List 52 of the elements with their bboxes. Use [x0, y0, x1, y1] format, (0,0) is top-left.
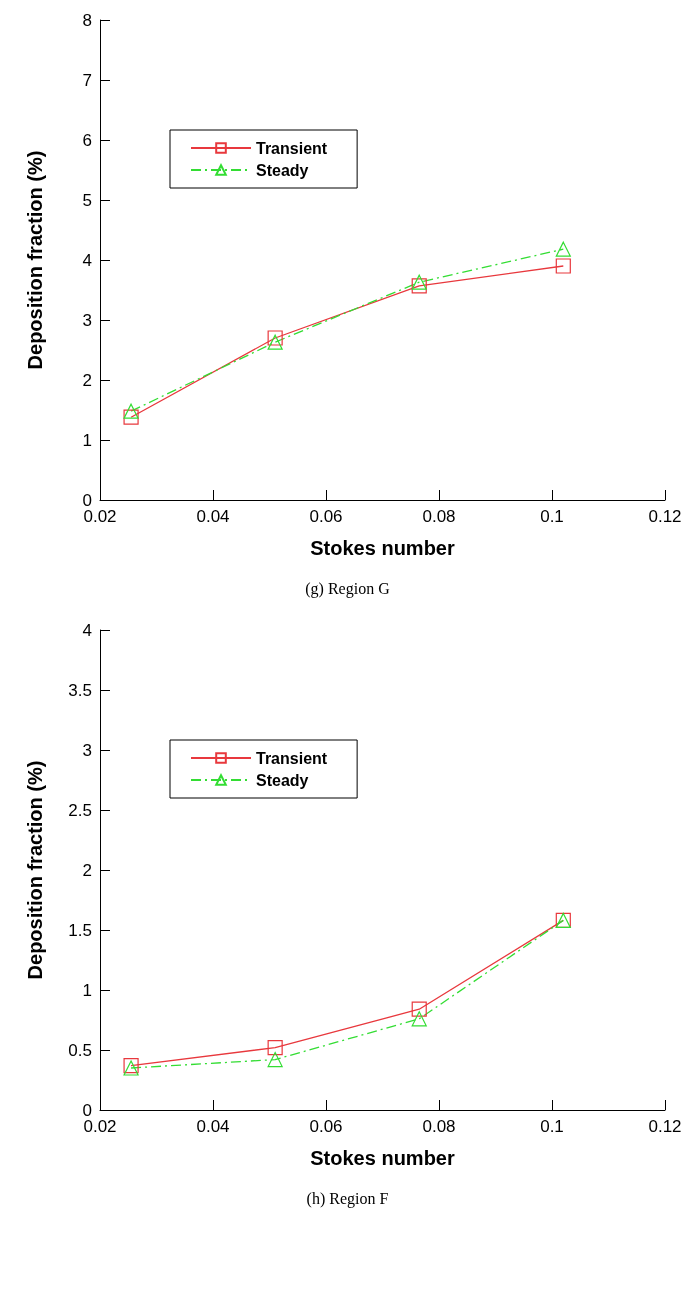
point [411, 278, 427, 294]
y-tick-label: 2.5 [68, 800, 92, 820]
x-tick-label: 0.12 [648, 1117, 682, 1136]
point [267, 334, 283, 350]
y-tick-label: 3 [82, 310, 92, 330]
y-tick-label: 0.5 [68, 1040, 92, 1060]
text: (g) Region G [304, 580, 391, 600]
x-tick-label: 0.04 [196, 507, 230, 526]
point [267, 1040, 283, 1056]
legend-label: Steady [256, 771, 309, 789]
y-tick-label: 5 [82, 190, 92, 210]
y-tick-label: 0 [82, 1100, 92, 1120]
y-tick-label: 3 [82, 740, 92, 760]
point [411, 274, 427, 290]
y-tick-label: 6 [82, 130, 92, 150]
y-tick-label: 1 [82, 980, 92, 1000]
point [267, 1052, 283, 1068]
x-tick-label: 0.06 [309, 1117, 343, 1136]
x-axis-title: Stokes number [310, 1147, 455, 1169]
point [123, 409, 139, 425]
y-tick-label: 4 [82, 250, 92, 270]
y-axis-title: Deposition fraction (%) [24, 760, 46, 980]
x-tick-label: 0.02 [83, 507, 117, 526]
y-tick-label: 3.5 [68, 680, 92, 700]
x-tick-label: 0.1 [540, 507, 564, 526]
legend-label: Transient [256, 749, 328, 767]
point [123, 403, 139, 419]
y-tick-label: 4 [82, 620, 92, 640]
point [411, 1001, 427, 1017]
x-tick-label: 0.02 [83, 1117, 117, 1136]
y-tick-label: 2 [82, 860, 92, 880]
point [411, 1011, 427, 1027]
legend-label: Steady [256, 161, 309, 179]
x-tick-label: 0.04 [196, 1117, 230, 1136]
x-axis-title: Stokes number [310, 537, 455, 559]
x-tick-label: 0.1 [540, 1117, 564, 1136]
text: (h) Region F [305, 1190, 390, 1210]
x-tick-label: 0.08 [422, 1117, 456, 1136]
x-tick-label: 0.12 [648, 507, 682, 526]
point [555, 258, 571, 274]
y-tick-label: 2 [82, 370, 92, 390]
y-tick-label: 0 [82, 490, 92, 510]
x-tick-label: 0.08 [422, 507, 456, 526]
legend-label: Transient [256, 139, 328, 157]
y-axis-title: Deposition fraction (%) [24, 150, 46, 370]
y-tick-label: 1.5 [68, 920, 92, 940]
x-tick-label: 0.06 [309, 507, 343, 526]
y-tick-label: 7 [82, 70, 92, 90]
y-tick-label: 1 [82, 430, 92, 450]
point [555, 241, 571, 257]
y-tick-label: 8 [82, 10, 92, 30]
point [267, 330, 283, 346]
